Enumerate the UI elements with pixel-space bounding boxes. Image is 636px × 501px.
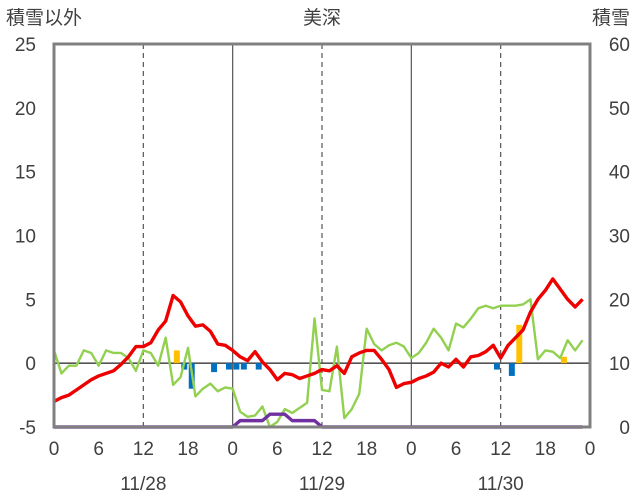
- left-tick-label-0: -5: [19, 418, 36, 439]
- snow-change-bar-7: [493, 363, 500, 370]
- dewpoint-line: [52, 298, 584, 429]
- x-tick-label-9: 6: [451, 439, 462, 460]
- chart-title: 美深: [303, 7, 341, 29]
- right-tick-label-1: 10: [609, 354, 630, 375]
- x-tick-label-10: 12: [490, 439, 511, 460]
- right-tick-label-2: 20: [609, 290, 630, 311]
- left-axis-title: 積雪以外: [6, 7, 82, 29]
- right-tick-label-4: 40: [609, 163, 630, 184]
- right-axis-title: 積雪: [592, 7, 630, 29]
- grid-layer: [54, 44, 590, 427]
- snow-change-bar-8: [508, 363, 515, 376]
- right-tick-label-6: 60: [609, 35, 630, 56]
- x-tick-label-5: 6: [272, 439, 283, 460]
- precipitation-bar-2: [560, 356, 567, 364]
- left-tick-label-3: 10: [15, 227, 36, 248]
- x-tick-label-4: 0: [227, 439, 238, 460]
- x-tick-label-8: 0: [406, 439, 417, 460]
- date-label-2: 11/30: [478, 474, 524, 495]
- temperature-line: [53, 277, 584, 403]
- lines-layer: [52, 277, 584, 429]
- left-tick-label-6: 25: [15, 35, 36, 56]
- snow-change-bar-4: [233, 363, 240, 370]
- left-tick-label-1: 0: [25, 354, 36, 375]
- x-tick-label-11: 18: [535, 439, 556, 460]
- x-tick-label-12: 0: [585, 439, 596, 460]
- x-tick-label-1: 6: [93, 439, 104, 460]
- left-tick-label-5: 20: [15, 99, 36, 120]
- plot-frame: [52, 42, 592, 429]
- x-tick-label-0: 0: [49, 439, 60, 460]
- precipitation-bar-0: [173, 350, 180, 364]
- snow-change-bar-5: [240, 363, 247, 370]
- left-tick-label-4: 15: [15, 163, 36, 184]
- right-tick-label-0: 0: [619, 418, 630, 439]
- date-label-0: 11/28: [120, 474, 166, 495]
- x-tick-label-3: 18: [177, 439, 198, 460]
- right-tick-label-5: 50: [609, 99, 630, 120]
- x-tick-label-7: 18: [356, 439, 377, 460]
- date-label-1: 11/29: [299, 474, 345, 495]
- frame-layer: [52, 42, 592, 429]
- right-tick-label-3: 30: [609, 227, 630, 248]
- snow-change-bar-2: [211, 363, 218, 373]
- snow-change-bar-3: [225, 363, 232, 370]
- precipitation-bar-1: [516, 324, 523, 364]
- x-tick-label-2: 12: [133, 439, 154, 460]
- snow-depth-line: [54, 412, 583, 429]
- x-tick-label-6: 12: [311, 439, 332, 460]
- left-tick-label-2: 5: [25, 290, 36, 311]
- snow-change-bar-6: [255, 363, 262, 370]
